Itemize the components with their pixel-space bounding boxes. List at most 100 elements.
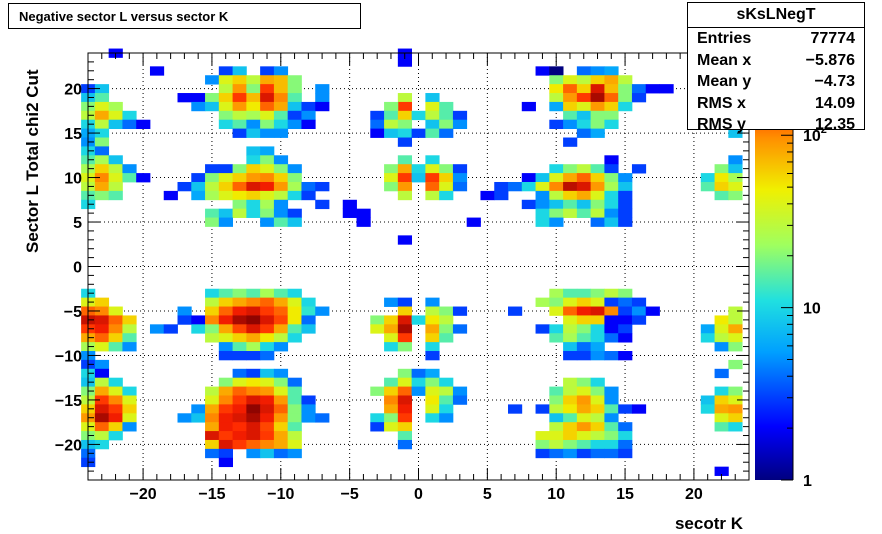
heatmap-cell [232,181,247,192]
heatmap-cell [439,110,454,121]
heatmap-cell [108,333,123,343]
heatmap-cell [439,101,454,112]
heatmap-cell [576,190,592,201]
heatmap-cell [576,208,592,218]
heatmap-cell [604,351,619,361]
heatmap-cell [397,164,413,174]
y-tick-label: 5 [73,215,82,232]
heatmap-cell [246,199,261,210]
heatmap-cell [563,84,578,94]
heatmap-cell [246,173,261,183]
heatmap-cell [232,75,247,85]
x-tick-label: 0 [414,486,423,503]
heatmap-cell [728,333,743,343]
heatmap-cell [425,351,440,361]
heatmap-cell [301,395,316,405]
heatmap-cell [315,413,330,423]
heatmap-cell [94,297,110,307]
heatmap-cell [535,431,550,441]
heatmap-cell [287,431,302,441]
heatmap-cell [260,190,275,201]
heatmap-cell [576,164,592,174]
heatmap-cell [108,431,123,441]
y-tick-label: −15 [55,393,82,410]
heatmap-cell [94,439,110,450]
heatmap-cell [177,413,192,423]
heatmap-cell [94,101,110,112]
heatmap-cell [273,431,289,441]
heatmap-cell [549,422,564,432]
heatmap-cell [246,377,261,387]
heatmap-cell [631,93,647,103]
heatmap-cell [246,448,261,459]
heatmap-cell [439,190,454,201]
heatmap-cell [590,199,605,210]
heatmap-cell [425,306,440,316]
heatmap-cell [576,84,592,94]
stats-value: 77774 [810,30,856,47]
heatmap-cell [563,333,578,343]
heatmap-cell [108,110,123,121]
heatmap-cell [439,413,454,423]
heatmap-cell [563,190,578,201]
heatmap-cell [287,217,302,227]
heatmap-cell [205,324,220,334]
heatmap-cell [273,84,289,94]
heatmap-cell [384,315,399,325]
heatmap-cell [232,306,247,316]
heatmap-cell [191,101,206,112]
heatmap-cell [232,173,247,183]
heatmap-cell [260,342,275,352]
heatmap-cell [205,306,220,316]
heatmap-cell [563,342,578,352]
heatmap-cell [370,422,385,432]
heatmap-cell [273,448,289,459]
heatmap-cell [384,413,399,423]
heatmap-cell [576,439,592,450]
heatmap-cell [604,422,619,432]
heatmap-cell [549,324,564,334]
heatmap-cell [411,110,426,121]
heatmap-cell [301,315,316,325]
heatmap-cell [576,413,592,423]
heatmap-cell [149,324,165,334]
heatmap-cell [604,164,619,174]
heatmap-cell [576,110,592,121]
heatmap-cell [397,57,413,67]
heatmap-cell [94,190,110,201]
heatmap-cell [604,173,619,183]
heatmap-cell [232,413,247,423]
heatmap-cell [205,208,220,218]
heatmap-cell [108,190,123,201]
heatmap-cell [397,119,413,130]
heatmap-cell [273,128,289,138]
heatmap-cell [384,324,399,334]
heatmap-cell [590,431,605,441]
stats-label: RMS x [697,94,746,112]
heatmap-cell [700,324,715,334]
heatmap-cell [604,101,619,112]
heatmap-cell [260,119,275,130]
heatmap-cell [232,342,247,352]
heatmap-cell [425,119,440,130]
heatmap-cell [590,190,605,201]
axis-ticks [87,52,750,481]
heatmap-cell [232,297,247,307]
heatmap-cell [563,439,578,450]
heatmap-cell [521,199,536,210]
heatmap-cell [287,84,302,94]
heatmap-cell [218,84,233,94]
heatmap-cell [218,75,233,85]
heatmap-cell [590,101,605,112]
heatmap-cell [425,395,440,405]
stats-label: RMS y [697,116,746,133]
heatmap-cell [590,342,605,352]
heatmap-cell [246,395,261,405]
heatmap-cell [108,173,123,183]
heatmap-cell [94,324,110,334]
heatmap-cell [232,164,247,174]
heatmap-cell [260,431,275,441]
heatmap-cell [397,395,413,405]
heatmap-cell [287,181,302,192]
heatmap-cell [232,190,247,201]
